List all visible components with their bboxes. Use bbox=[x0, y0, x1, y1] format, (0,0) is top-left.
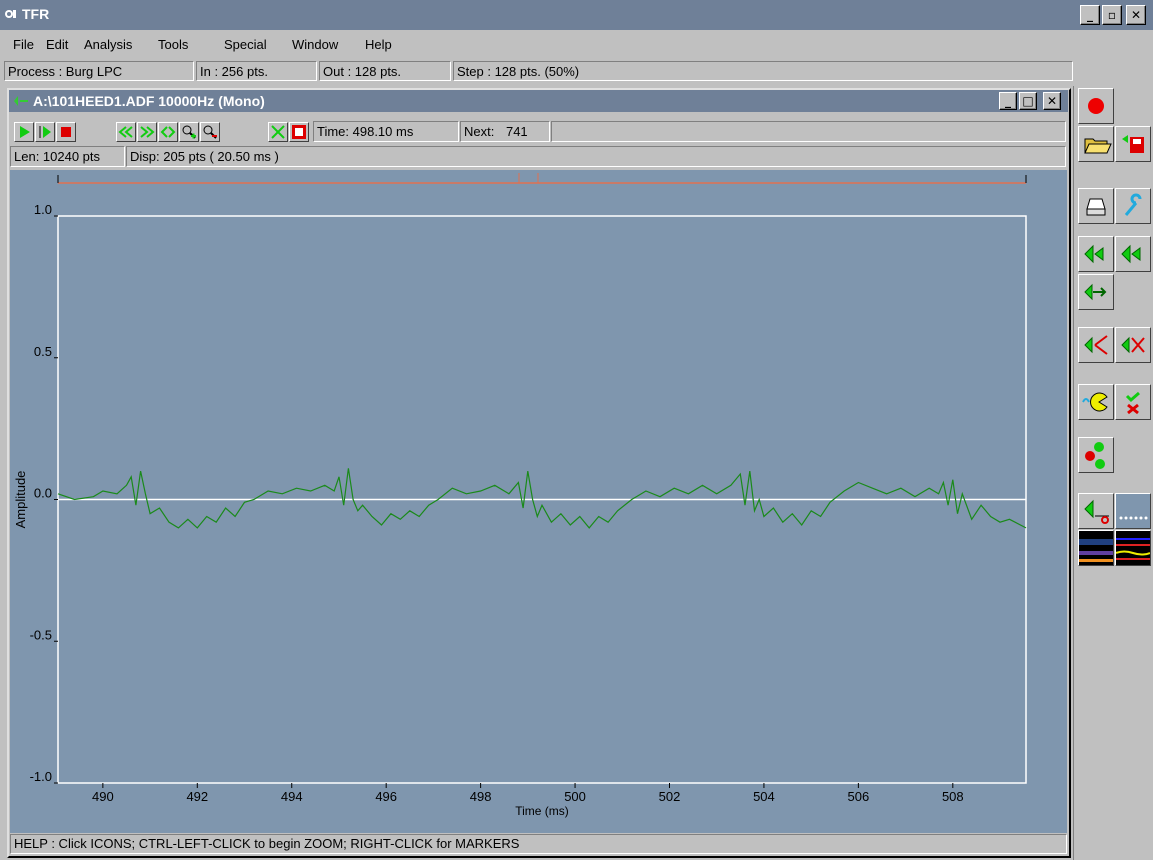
next-label: Next: bbox=[464, 124, 495, 139]
menu-file[interactable]: File bbox=[13, 37, 34, 52]
wave-edit-icon[interactable] bbox=[1078, 493, 1114, 529]
overview-strip[interactable] bbox=[57, 173, 1027, 184]
maximize-button[interactable]: ▫ bbox=[1102, 5, 1122, 25]
next-readout: Next: 741 bbox=[460, 121, 550, 142]
plot-area[interactable]: 1.0 0.5 0.0 -0.5 -1.0 490 492 494 496 498 500 502 5… bbox=[10, 170, 1067, 833]
menu-special[interactable]: Special bbox=[224, 37, 267, 52]
next-value: 741 bbox=[505, 124, 528, 139]
zoom-in-icon[interactable] bbox=[179, 122, 199, 142]
y-tick-label: -1.0 bbox=[30, 769, 52, 784]
x-tick-label: 502 bbox=[659, 789, 681, 804]
wave-merge-icon[interactable] bbox=[1115, 327, 1151, 363]
process-pane: Process : Burg LPC bbox=[4, 61, 194, 81]
x-tick-label: 504 bbox=[753, 789, 775, 804]
restore-view-button[interactable] bbox=[289, 122, 309, 142]
x-axis-label: Time (ms) bbox=[515, 804, 569, 818]
waveform-chart[interactable]: 1.0 0.5 0.0 -0.5 -1.0 490 492 494 496 498 500 502 5… bbox=[10, 170, 1067, 833]
spectrogram-icon[interactable] bbox=[1078, 530, 1114, 566]
x-tick-label: 492 bbox=[186, 789, 208, 804]
length-readout: Len: 10240 pts bbox=[10, 146, 125, 167]
waveform-line bbox=[57, 468, 1027, 529]
accept-reject-icon[interactable] bbox=[1115, 384, 1151, 420]
time-readout: Time: 498.10 ms bbox=[313, 121, 459, 142]
process-bar: Process : Burg LPC In : 256 pts. Out : 1… bbox=[0, 59, 1153, 83]
x-tick-label: 498 bbox=[470, 789, 492, 804]
menu-bar: File Edit Analysis Tools Special Window … bbox=[0, 32, 1153, 56]
in-pane: In : 256 pts. bbox=[196, 61, 317, 81]
y-tick-label: 0.0 bbox=[34, 486, 52, 501]
y-tick-label: 1.0 bbox=[34, 202, 52, 217]
stop-button[interactable] bbox=[56, 122, 76, 142]
help-status-bar: HELP : Click ICONS; CTRL-LEFT-CLICK to b… bbox=[10, 834, 1067, 854]
out-pane: Out : 128 pts. bbox=[319, 61, 451, 81]
child-maximize-button[interactable]: □ bbox=[1019, 92, 1037, 110]
child-minimize-button[interactable]: _ bbox=[999, 92, 1017, 110]
waveform-window-title-bar[interactable]: A:\101HEED1.ADF 10000Hz (Mono) _ □ ✕ bbox=[9, 90, 1068, 112]
step-pane: Step : 128 pts. (50%) bbox=[453, 61, 1073, 81]
x-tick-label: 494 bbox=[281, 789, 303, 804]
formant-tracks-icon[interactable] bbox=[1115, 530, 1151, 566]
wave-backward-icon[interactable] bbox=[1115, 236, 1151, 272]
toolbar-filler-pane bbox=[551, 121, 1066, 142]
child-close-button[interactable]: ✕ bbox=[1043, 92, 1061, 110]
dots-display-icon[interactable] bbox=[1115, 493, 1151, 529]
zoom-out-icon[interactable] bbox=[200, 122, 220, 142]
multi-wave-icon[interactable] bbox=[1078, 437, 1114, 473]
save-file-icon[interactable] bbox=[1115, 126, 1151, 162]
y-tick-label: -0.5 bbox=[30, 627, 52, 642]
scroll-right-button[interactable] bbox=[137, 122, 157, 142]
wave-next-icon[interactable] bbox=[1078, 274, 1114, 310]
x-tick-label: 506 bbox=[848, 789, 870, 804]
app-icon bbox=[5, 10, 16, 18]
y-axis-label: Amplitude bbox=[13, 471, 28, 529]
pacman-icon[interactable] bbox=[1078, 384, 1114, 420]
app-title-bar[interactable]: TFR _ ▫ ✕ bbox=[0, 0, 1153, 30]
app-title: TFR bbox=[22, 6, 50, 22]
open-file-icon[interactable] bbox=[1078, 126, 1114, 162]
scroll-left-button[interactable] bbox=[116, 122, 136, 142]
play-button[interactable] bbox=[14, 122, 34, 142]
menu-analysis[interactable]: Analysis bbox=[84, 37, 133, 52]
right-toolbar bbox=[1073, 86, 1153, 860]
x-tick-label: 500 bbox=[564, 789, 586, 804]
wave-split-icon[interactable] bbox=[1078, 327, 1114, 363]
select-all-button[interactable] bbox=[268, 122, 288, 142]
print-icon[interactable] bbox=[1078, 188, 1114, 224]
play-selection-button[interactable] bbox=[35, 122, 55, 142]
x-tick-label: 508 bbox=[942, 789, 964, 804]
waveform-window-title: A:\101HEED1.ADF 10000Hz (Mono) bbox=[33, 93, 265, 109]
record-button[interactable] bbox=[1078, 88, 1114, 124]
menu-edit[interactable]: Edit bbox=[46, 37, 69, 52]
menu-help[interactable]: Help bbox=[365, 37, 392, 52]
expand-button[interactable] bbox=[158, 122, 178, 142]
wave-icon bbox=[14, 96, 28, 106]
y-tick-label: 0.5 bbox=[34, 344, 52, 359]
minimize-button[interactable]: _ bbox=[1080, 5, 1100, 25]
close-button[interactable]: ✕ bbox=[1126, 5, 1146, 25]
menu-window[interactable]: Window bbox=[292, 37, 339, 52]
menu-tools[interactable]: Tools bbox=[158, 37, 189, 52]
display-readout: Disp: 205 pts ( 20.50 ms ) bbox=[126, 146, 1066, 167]
x-tick-label: 496 bbox=[375, 789, 397, 804]
wave-forward-icon[interactable] bbox=[1078, 236, 1114, 272]
wrench-icon[interactable] bbox=[1115, 188, 1151, 224]
x-tick-label: 490 bbox=[92, 789, 114, 804]
